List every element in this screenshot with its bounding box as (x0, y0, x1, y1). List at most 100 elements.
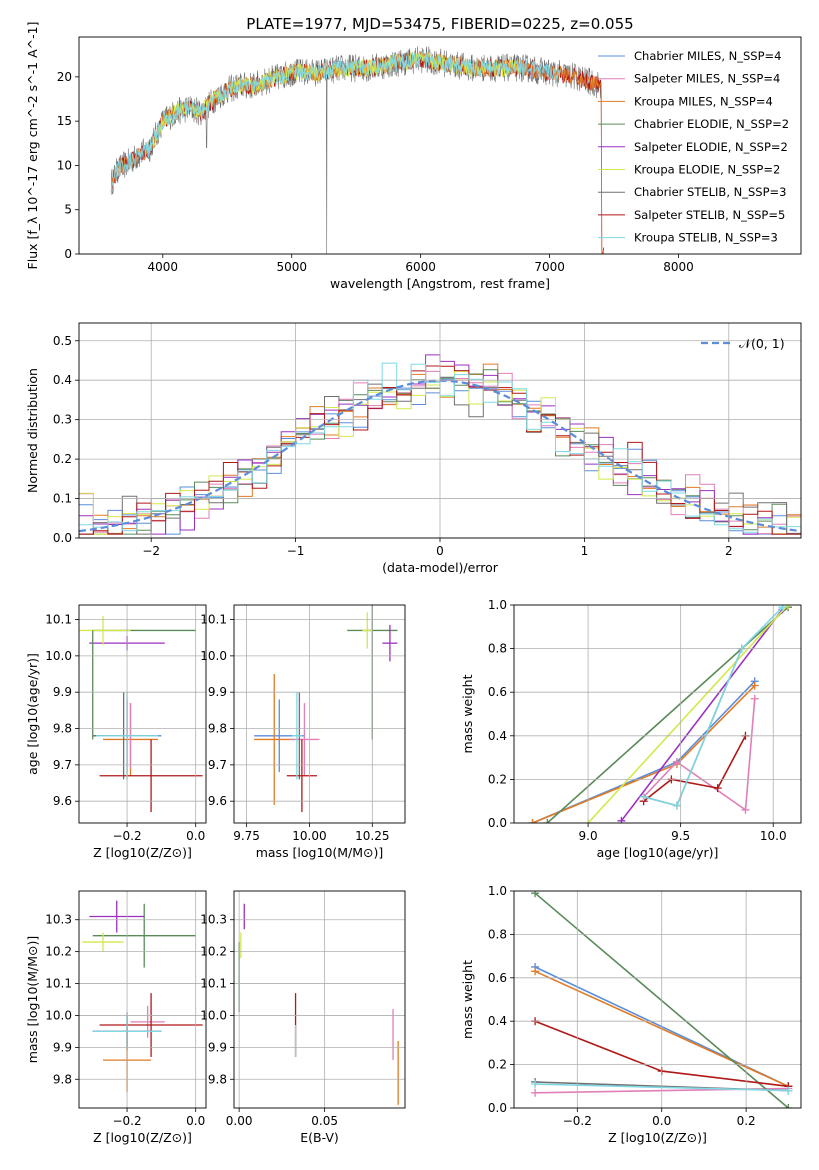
data-point-marker (672, 801, 681, 810)
data-point-marker (531, 891, 540, 898)
legend-entry: Salpeter ELODIE, N_SSP=2 (634, 140, 788, 154)
x-tick-label: 9.0 (579, 829, 598, 843)
data-point-marker (672, 757, 681, 766)
mass-weight-series (643, 606, 784, 807)
y-tick-label: 5 (64, 203, 72, 217)
y-tick-label: 10.0 (200, 649, 227, 663)
model-spectrum (110, 50, 605, 254)
y-axis-label: mass weight (460, 960, 475, 1039)
x-tick-label: 2 (725, 544, 733, 558)
y-tick-label: 0.4 (488, 729, 507, 743)
data-point-marker (784, 605, 793, 609)
x-axis-label: Z [log10(Z/Z⊙)] (93, 1130, 192, 1145)
y-tick-label: 10.0 (45, 1008, 72, 1022)
y-tick-label: 10.3 (200, 913, 227, 927)
age-vs-mass-plot-area (254, 605, 398, 813)
x-axis-label: Z [log10(Z/Z⊙)] (93, 845, 192, 860)
y-tick-label: 9.8 (208, 1072, 227, 1086)
y-axis-label: mass weight (460, 674, 475, 753)
mass-weight-series (587, 605, 789, 823)
mass-vs-ebv-axes-frame (233, 890, 406, 1109)
legend-entry: Chabrier ELODIE, N_SSP=2 (634, 117, 789, 131)
y-tick-label: 10.3 (45, 913, 72, 927)
data-point-marker (784, 1104, 793, 1108)
mass-weight-vs-age-panel: 9.0 9.5 10.0 0.0 0.2 0.4 0.6 0.8 1.0 age [log10(a… (460, 598, 802, 860)
y-tick-label: 1.0 (488, 598, 507, 612)
y-tick-label: 0.2 (488, 1058, 507, 1072)
data-point-marker (784, 1086, 793, 1095)
legend-entry: Kroupa ELODIE, N_SSP=2 (634, 163, 780, 177)
y-tick-label: 0.2 (53, 452, 72, 466)
y-tick-label: 0.4 (488, 1014, 507, 1028)
legend-entry: Kroupa MILES, N_SSP=4 (634, 94, 773, 108)
x-tick-label: 0.00 (226, 1114, 253, 1128)
y-tick-label: 9.6 (208, 794, 227, 808)
mass-vs-Z-panel: −0.2 0.0 9.8 9.9 10.0 10.1 10.2 10.3 Z [log10(Z/… (25, 890, 207, 1145)
x-tick-label: 7000 (534, 260, 565, 274)
model-spectrum (110, 51, 605, 254)
x-tick-label: 0.0 (186, 829, 205, 843)
x-tick-label: −0.2 (112, 1114, 141, 1128)
y-tick-label: 0.0 (488, 816, 507, 830)
age-vs-Z-axes-frame (78, 604, 207, 824)
y-tick-label: 9.9 (53, 685, 72, 699)
data-point-marker (543, 819, 552, 823)
legend-entry: Kroupa STELIB, N_SSP=3 (634, 231, 778, 245)
y-tick-label: 0.2 (488, 772, 507, 786)
y-tick-label: 0.1 (53, 492, 72, 506)
age-vs-Z-plot-area (79, 615, 203, 813)
data-point-marker (531, 1088, 540, 1097)
y-tick-label: 9.6 (53, 794, 72, 808)
x-tick-label: −2 (142, 544, 160, 558)
y-tick-label: 0.0 (488, 1101, 507, 1115)
x-tick-label: 1 (581, 544, 589, 558)
spectrum-plot-area (110, 46, 605, 254)
x-axis-label: mass [log10(M/M⊙)] (256, 845, 384, 860)
model-spectrum (110, 50, 561, 192)
y-tick-label: 9.7 (53, 758, 72, 772)
y-tick-label: 9.7 (208, 758, 227, 772)
legend-entry: 𝒩(0, 1) (739, 336, 785, 351)
y-tick-label: 0.0 (53, 531, 72, 545)
x-tick-label: 5000 (276, 260, 307, 274)
data-point-marker (778, 605, 787, 612)
y-tick-label: 10.0 (45, 649, 72, 663)
y-tick-label: 0.8 (488, 642, 507, 656)
mass-weight-vs-age-axes-frame (513, 604, 802, 824)
data-point-marker (531, 967, 540, 976)
y-tick-label: 10.1 (45, 613, 72, 627)
data-point-marker (639, 792, 648, 801)
x-tick-label: 10.0 (760, 829, 787, 843)
y-tick-label: 9.9 (53, 1040, 72, 1054)
y-tick-label: 9.8 (53, 722, 72, 736)
data-point-marker (741, 805, 750, 814)
x-tick-label: 0.2 (737, 1114, 756, 1128)
y-tick-label: 1.0 (488, 884, 507, 898)
x-tick-label: 0.0 (186, 1114, 205, 1128)
x-tick-label: 6000 (405, 260, 436, 274)
x-tick-label: 8000 (663, 260, 694, 274)
y-tick-label: 9.9 (208, 685, 227, 699)
x-tick-label: 0.05 (311, 1114, 338, 1128)
x-axis-label: wavelength [Angstrom, rest frame] (330, 276, 550, 291)
y-tick-label: 10.1 (45, 977, 72, 991)
mass-vs-Z-plot-area (82, 900, 203, 1093)
y-axis-label: age [log10(age/yr)] (25, 653, 40, 775)
y-tick-label: 10.0 (200, 1008, 227, 1022)
y-tick-label: 9.8 (208, 722, 227, 736)
y-tick-label: 0.6 (488, 685, 507, 699)
data-point-marker (531, 1080, 540, 1089)
mass-weight-vs-age-plot-area (528, 605, 793, 823)
figure-title: PLATE=1977, MJD=53475, FIBERID=0225, z=0… (246, 15, 633, 33)
observed-spectrum (110, 46, 602, 254)
y-tick-label: 0.8 (488, 927, 507, 941)
x-tick-label: −0.2 (563, 1114, 592, 1128)
mass-weight-series (643, 698, 756, 812)
data-point-marker (750, 694, 759, 703)
age-vs-Z-panel: −0.2 0.0 9.6 9.7 9.8 9.9 10.0 10.1 Z [log10(Z/Z⊙… (25, 604, 207, 860)
y-tick-label: 20 (57, 70, 72, 84)
y-tick-label: 10 (57, 158, 72, 172)
x-tick-label: 4000 (148, 260, 179, 274)
